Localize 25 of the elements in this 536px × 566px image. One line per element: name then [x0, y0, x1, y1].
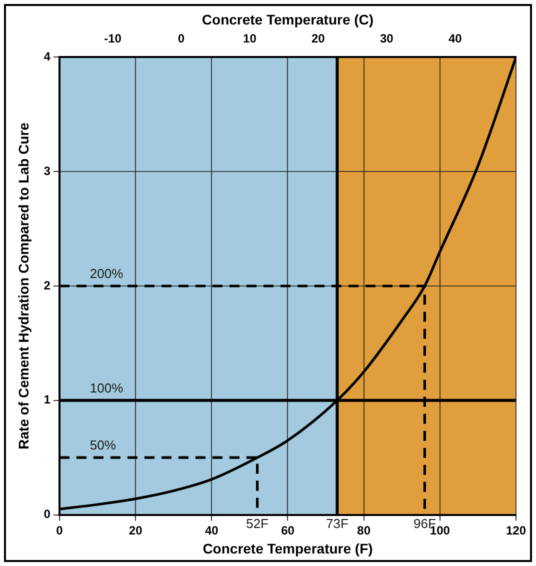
x-tick-label: 0 [56, 523, 64, 538]
y-tick-label: 1 [44, 392, 51, 407]
annotation: 73F [326, 516, 348, 531]
y-tick-label: 0 [44, 507, 51, 522]
x-tick-label: 80 [357, 523, 371, 538]
x-tick-label: 120 [506, 523, 526, 538]
y-tick-label: 2 [44, 278, 51, 292]
x-tick-label: 20 [128, 523, 143, 538]
x2-tick-label: 40 [448, 31, 462, 46]
y-tick-label: 4 [44, 50, 51, 64]
x2-axis-title: Concrete Temperature (C) [202, 11, 374, 28]
annotation: 100% [90, 380, 124, 396]
annotation: 50% [90, 438, 116, 453]
y-tick-label: 3 [44, 164, 51, 178]
y-axis-title: Rate of Cement Hydration Compared to Lab Cure [15, 122, 32, 450]
x2-tick-label: 20 [311, 31, 326, 46]
annotation: 200% [90, 266, 124, 282]
x2-tick-label: 0 [178, 31, 185, 46]
x-tick-label: 40 [204, 523, 219, 538]
x-tick-label: 60 [281, 523, 295, 538]
x2-tick-label: 10 [243, 31, 257, 46]
x2-tick-label: -10 [104, 31, 122, 46]
annotation: 52F [246, 516, 269, 531]
x2-tick-label: 30 [380, 31, 394, 46]
x-axis-title: Concrete Temperature (F) [202, 540, 373, 556]
